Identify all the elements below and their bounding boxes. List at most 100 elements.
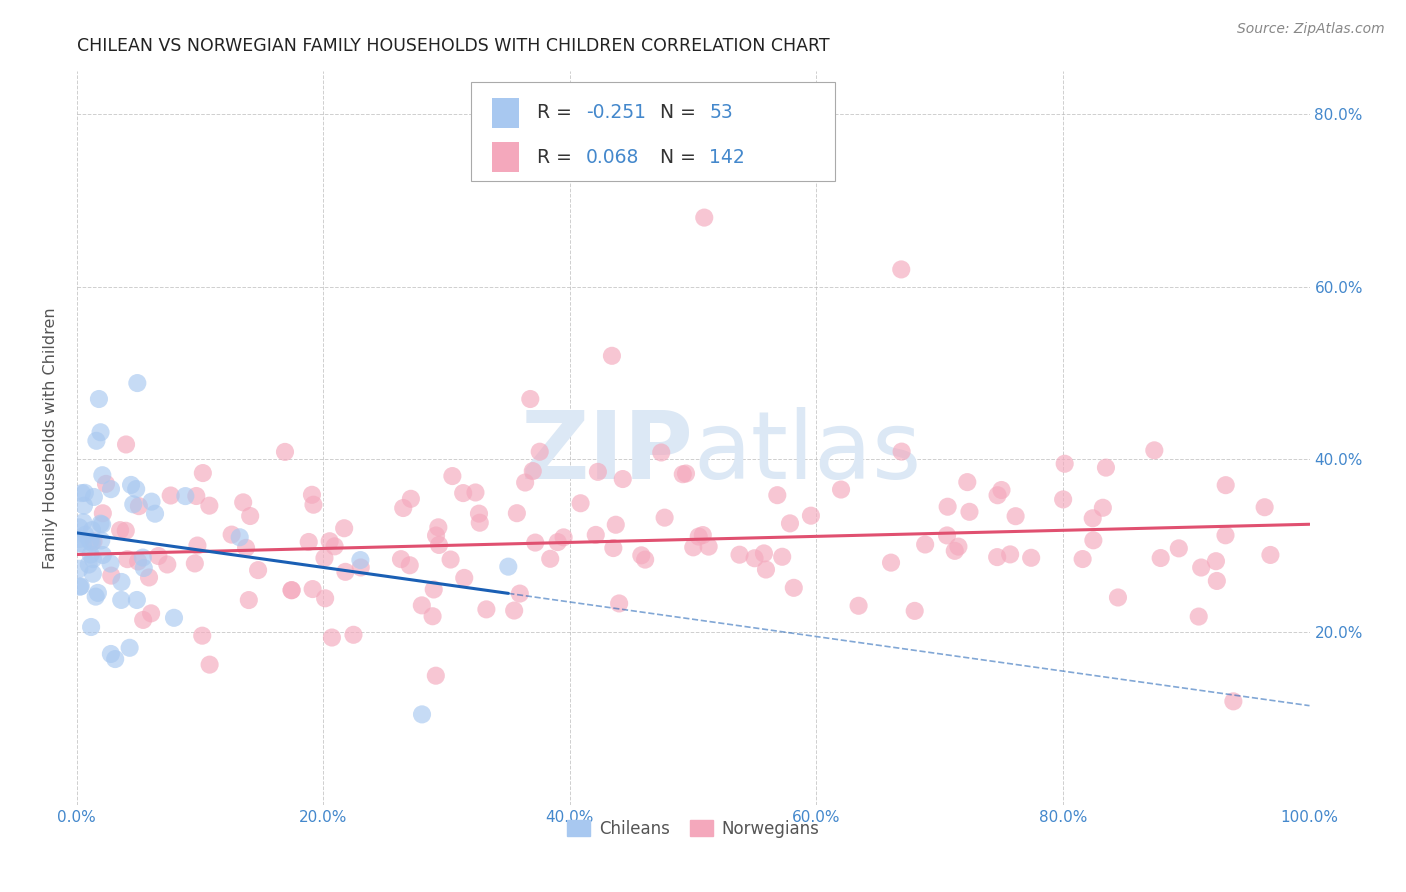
Point bbox=[697, 540, 720, 554]
Point bbox=[100, 647, 122, 661]
Point bbox=[693, 211, 716, 225]
Point bbox=[73, 485, 96, 500]
Point bbox=[186, 539, 208, 553]
Point bbox=[766, 488, 789, 502]
Point bbox=[634, 552, 657, 566]
Text: 0.068: 0.068 bbox=[586, 147, 640, 167]
Point bbox=[411, 707, 433, 722]
Point bbox=[607, 597, 630, 611]
Point bbox=[318, 534, 340, 549]
Point bbox=[398, 558, 420, 573]
Point bbox=[117, 552, 139, 566]
Point bbox=[90, 425, 112, 440]
Point bbox=[69, 532, 91, 546]
Y-axis label: Family Households with Children: Family Households with Children bbox=[44, 307, 58, 569]
Point bbox=[79, 534, 101, 549]
Point bbox=[143, 507, 166, 521]
Point bbox=[110, 593, 132, 607]
Point bbox=[274, 445, 297, 459]
Point bbox=[82, 552, 104, 566]
Point bbox=[422, 609, 444, 624]
Point bbox=[132, 550, 155, 565]
Text: 142: 142 bbox=[709, 147, 745, 167]
Point bbox=[79, 548, 101, 562]
Point bbox=[1205, 574, 1227, 588]
Point bbox=[333, 521, 356, 535]
Point bbox=[1004, 509, 1026, 524]
Point bbox=[1053, 457, 1076, 471]
Point bbox=[506, 506, 529, 520]
Point bbox=[174, 489, 197, 503]
Point bbox=[956, 475, 979, 489]
Point bbox=[503, 603, 526, 617]
Point bbox=[425, 669, 447, 683]
Point bbox=[990, 483, 1012, 497]
Point bbox=[519, 392, 541, 406]
Point bbox=[321, 631, 343, 645]
Point bbox=[191, 466, 214, 480]
Point bbox=[682, 541, 704, 555]
Point bbox=[247, 563, 270, 577]
Point bbox=[524, 535, 547, 549]
Point bbox=[755, 562, 778, 576]
Point bbox=[675, 467, 697, 481]
Point bbox=[191, 629, 214, 643]
Point bbox=[498, 559, 520, 574]
Point bbox=[468, 516, 491, 530]
Point bbox=[163, 611, 186, 625]
Point bbox=[605, 517, 627, 532]
Point bbox=[100, 482, 122, 496]
Point bbox=[948, 540, 970, 554]
Point bbox=[80, 535, 103, 549]
Point bbox=[411, 599, 433, 613]
Point bbox=[425, 528, 447, 542]
Text: atlas: atlas bbox=[693, 407, 921, 499]
Point bbox=[91, 468, 114, 483]
Text: ZIP: ZIP bbox=[520, 407, 693, 499]
Point bbox=[67, 562, 90, 576]
Point bbox=[83, 534, 105, 549]
Point bbox=[139, 607, 162, 621]
Point bbox=[1083, 533, 1105, 548]
Point bbox=[998, 548, 1021, 562]
Point bbox=[314, 591, 336, 606]
Point bbox=[1091, 500, 1114, 515]
Point bbox=[280, 583, 302, 598]
Point bbox=[87, 392, 110, 406]
Point bbox=[779, 516, 801, 531]
Point bbox=[770, 549, 793, 564]
Point bbox=[468, 507, 491, 521]
Point bbox=[159, 489, 181, 503]
Point bbox=[125, 593, 148, 607]
Point bbox=[91, 548, 114, 562]
Point bbox=[77, 558, 100, 572]
Point bbox=[228, 530, 250, 544]
Point bbox=[100, 568, 122, 582]
Point bbox=[221, 527, 243, 541]
Point bbox=[128, 499, 150, 513]
Point bbox=[692, 528, 714, 542]
Point bbox=[529, 444, 551, 458]
Point bbox=[110, 574, 132, 589]
Point bbox=[80, 620, 103, 634]
Point bbox=[69, 580, 91, 594]
Point bbox=[1253, 500, 1275, 515]
Point bbox=[848, 599, 870, 613]
Point bbox=[553, 530, 575, 544]
Point bbox=[118, 640, 141, 655]
Point bbox=[1095, 460, 1118, 475]
Point bbox=[392, 501, 415, 516]
Point bbox=[427, 538, 450, 552]
Point bbox=[342, 628, 364, 642]
Point bbox=[238, 593, 260, 607]
Point bbox=[198, 657, 221, 672]
FancyBboxPatch shape bbox=[492, 97, 519, 128]
Point bbox=[122, 497, 145, 511]
Point bbox=[349, 553, 371, 567]
Point bbox=[986, 488, 1008, 502]
Point bbox=[90, 533, 112, 548]
Point bbox=[1019, 550, 1042, 565]
Point bbox=[239, 508, 262, 523]
Point bbox=[602, 541, 624, 555]
Point bbox=[389, 552, 412, 566]
